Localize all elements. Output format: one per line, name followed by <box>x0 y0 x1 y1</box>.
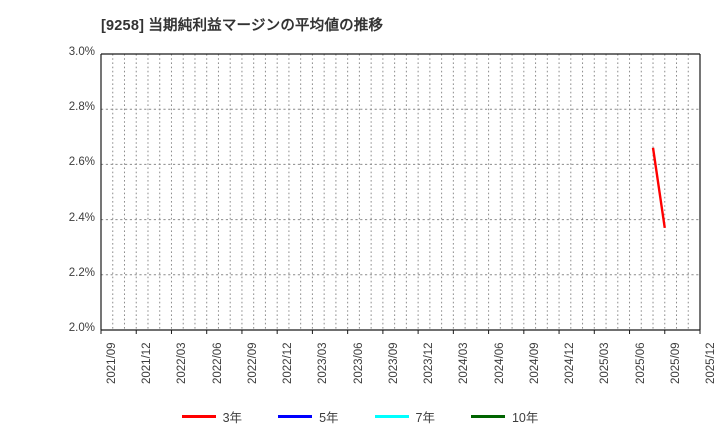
legend-swatch-3年 <box>181 414 216 418</box>
x-axis-tick-label: 2024/12 <box>564 342 577 384</box>
x-axis-tick-label: 2024/09 <box>528 342 541 384</box>
plot-svg <box>101 54 700 330</box>
y-axis-tick-label: 2.6% <box>68 156 95 169</box>
x-axis-tick-label: 2021/09 <box>106 342 118 384</box>
y-axis-tick-label: 2.4% <box>68 211 95 224</box>
y-axis-tick-label: 2.8% <box>68 101 95 114</box>
legend-swatch-10年 <box>470 414 505 418</box>
legend-label: 3年 <box>222 410 243 425</box>
y-axis-tick-label: 3.0% <box>68 46 95 58</box>
y-axis-tick-label: 2.0% <box>68 322 95 334</box>
x-axis-tick-label: 2022/12 <box>282 342 295 384</box>
x-axis-tick-label: 2025/12 <box>705 342 717 384</box>
legend-label: 5年 <box>319 410 339 425</box>
legend-item[interactable]: 10年 <box>470 407 539 426</box>
legend-label: 7年 <box>415 410 435 425</box>
x-axis-tick-label: 2024/03 <box>458 342 471 384</box>
data-series-group <box>651 147 666 229</box>
x-axis-tick-label: 2022/06 <box>211 342 224 384</box>
y-axis-label-group: 2.0% 2.2% 2.4% 2.6% 2.8% 3.0% <box>41 0 95 440</box>
x-axis-tick-label: 2023/12 <box>423 342 436 384</box>
legend-item[interactable]: 3年 <box>181 407 243 426</box>
x-axis-tick-label: 2025/09 <box>669 342 682 384</box>
page-title: [9258] 当期純利益マージンの平均値の推移 <box>101 18 384 34</box>
x-axis-tick-label: 2023/03 <box>317 342 330 384</box>
y-axis-tick-label: 2.2% <box>68 266 95 279</box>
legend-swatch-7年 <box>374 414 409 418</box>
x-axis-tick-label: 2025/06 <box>634 342 647 384</box>
series-line-3年 <box>651 147 666 229</box>
plot-area <box>101 54 700 330</box>
legend-item[interactable]: 5年 <box>278 407 339 426</box>
chart-legend: 3年 5年 7年 10年 <box>0 404 720 428</box>
legend-item[interactable]: 7年 <box>374 407 435 426</box>
x-axis-tick-label: 2024/06 <box>493 342 506 384</box>
x-axis-tick-label: 2025/03 <box>599 342 612 384</box>
legend-swatch-5年 <box>278 414 313 418</box>
x-axis-tick-label: 2023/06 <box>352 342 365 384</box>
x-axis-tick-label: 2022/09 <box>246 342 259 384</box>
x-axis-tick-label: 2023/09 <box>387 342 400 384</box>
x-axis-tick-label: 2022/03 <box>176 342 189 384</box>
x-axis-tick-label: 2021/12 <box>141 342 154 384</box>
horizontal-gridlines <box>101 108 700 276</box>
legend-label: 10年 <box>511 410 539 425</box>
